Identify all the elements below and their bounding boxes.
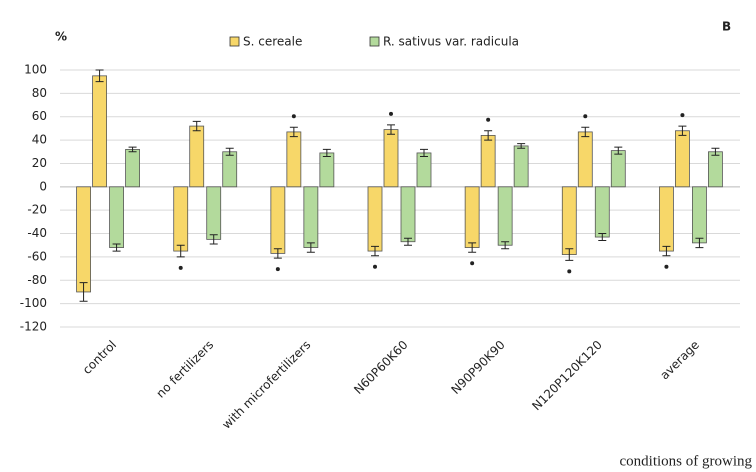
y-tick-label: -60 <box>27 249 47 263</box>
error-bar <box>468 242 477 253</box>
error-bar <box>678 125 687 136</box>
error-bar <box>501 241 510 250</box>
bar <box>400 186 416 243</box>
error-bar <box>695 237 704 249</box>
bar <box>367 186 383 252</box>
bar <box>610 150 626 188</box>
error-bar <box>192 120 201 132</box>
x-tick-label: N90P90K90 <box>448 338 507 397</box>
error-bar <box>176 244 185 258</box>
significance-mark <box>680 113 685 118</box>
bar <box>319 152 335 188</box>
bar <box>383 129 399 188</box>
bar <box>76 186 91 293</box>
error-bar <box>128 146 137 153</box>
error-bar <box>614 146 623 155</box>
x-tick-label: with microfertilizers <box>219 338 313 432</box>
y-axis-label: % <box>55 30 67 44</box>
x-tick-label: N120P120K120 <box>529 338 605 414</box>
x-tick-label: control <box>80 338 119 377</box>
bar <box>286 131 302 188</box>
significance-mark <box>567 269 572 274</box>
bar <box>480 135 496 188</box>
bar <box>92 75 107 188</box>
bar <box>594 186 610 238</box>
error-bar <box>420 148 428 157</box>
error-bar <box>209 234 218 245</box>
bar <box>125 149 140 188</box>
error-bar <box>598 233 607 242</box>
bar <box>173 186 189 252</box>
bar <box>109 186 124 248</box>
significance-mark <box>178 265 183 270</box>
bar <box>561 186 577 255</box>
bar <box>303 186 319 248</box>
significance-mark <box>373 264 377 269</box>
error-bar <box>484 130 493 141</box>
bar <box>675 130 690 188</box>
significance-mark <box>470 261 475 266</box>
error-bar <box>79 282 88 302</box>
error-bar <box>306 242 315 253</box>
error-bar <box>404 237 412 246</box>
bar <box>189 125 205 188</box>
x-tick-label: average <box>657 338 702 383</box>
bar <box>692 186 707 244</box>
y-tick-label: 80 <box>32 86 47 100</box>
x-tick-label: no fertilizers <box>153 338 216 401</box>
error-bar <box>517 143 526 149</box>
bar <box>513 145 529 188</box>
significance-mark <box>486 117 491 122</box>
y-tick-label: -100 <box>20 296 47 310</box>
legend-swatch <box>229 36 240 47</box>
error-bar <box>387 124 395 135</box>
y-tick-label: 100 <box>24 63 47 77</box>
error-bar <box>565 248 574 261</box>
y-tick-label: 0 <box>39 179 47 193</box>
x-tick-label: N60P60K60 <box>351 338 410 397</box>
error-bar <box>662 245 671 257</box>
error-bar <box>371 245 379 257</box>
bar <box>222 151 238 188</box>
x-axis-label: conditions of growing <box>620 453 753 469</box>
error-bar <box>273 248 282 259</box>
bar <box>497 186 513 246</box>
bar <box>708 151 723 188</box>
significance-mark <box>389 111 393 116</box>
y-tick-label: -80 <box>27 273 47 287</box>
legend-label: S. cereale <box>243 35 302 49</box>
legend-swatch <box>369 36 380 47</box>
bar <box>416 152 432 188</box>
y-tick-label: -120 <box>20 320 47 334</box>
y-tick-label: 20 <box>32 156 47 170</box>
bar <box>577 131 593 188</box>
significance-mark <box>664 264 669 269</box>
bar <box>659 186 674 252</box>
y-tick-label: 40 <box>32 133 47 147</box>
significance-mark <box>275 267 280 272</box>
error-bar <box>95 69 104 83</box>
significance-mark <box>291 114 296 119</box>
bar <box>464 186 480 248</box>
error-bar <box>322 148 331 157</box>
y-tick-label: -40 <box>27 226 47 240</box>
bar <box>206 186 222 240</box>
error-bar <box>581 126 590 138</box>
panel-label: B <box>722 20 731 34</box>
error-bar <box>112 243 121 252</box>
legend-label: R. sativus var. radicula <box>383 35 519 49</box>
y-tick-label: 60 <box>32 109 47 123</box>
y-tick-label: -20 <box>27 203 47 217</box>
error-bar <box>711 147 720 156</box>
significance-mark <box>583 114 588 119</box>
bar <box>270 186 286 254</box>
error-bar <box>225 147 234 156</box>
error-bar <box>289 126 298 138</box>
